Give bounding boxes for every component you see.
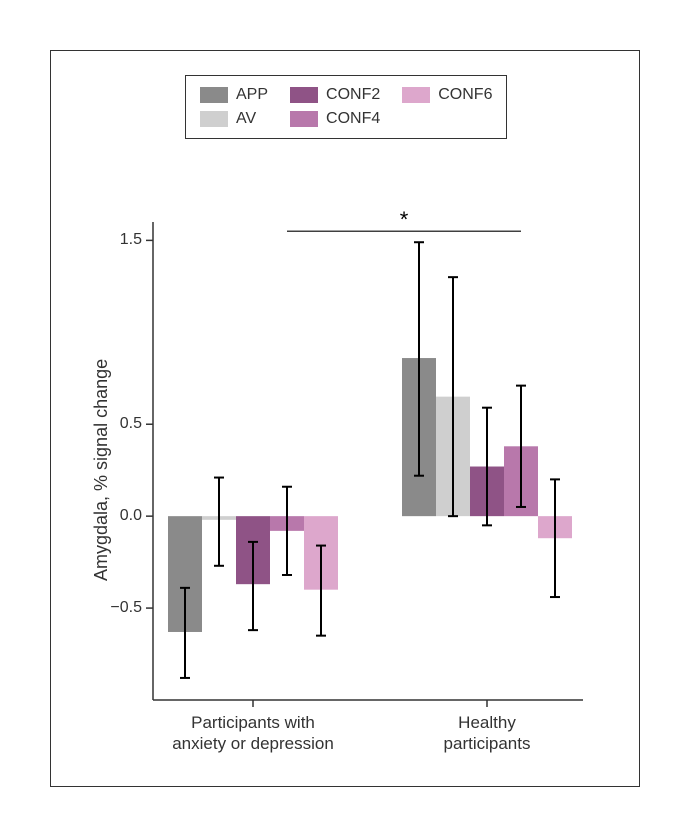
x-category-label: Participants withanxiety or depression bbox=[143, 712, 363, 755]
y-tick-label: 0.0 bbox=[120, 507, 142, 525]
x-category-label: Healthyparticipants bbox=[377, 712, 597, 755]
y-tick-label: 1.5 bbox=[120, 231, 142, 249]
y-tick-label: −0.5 bbox=[110, 599, 142, 617]
significance-star: * bbox=[400, 207, 409, 232]
y-tick-label: 0.5 bbox=[120, 415, 142, 433]
